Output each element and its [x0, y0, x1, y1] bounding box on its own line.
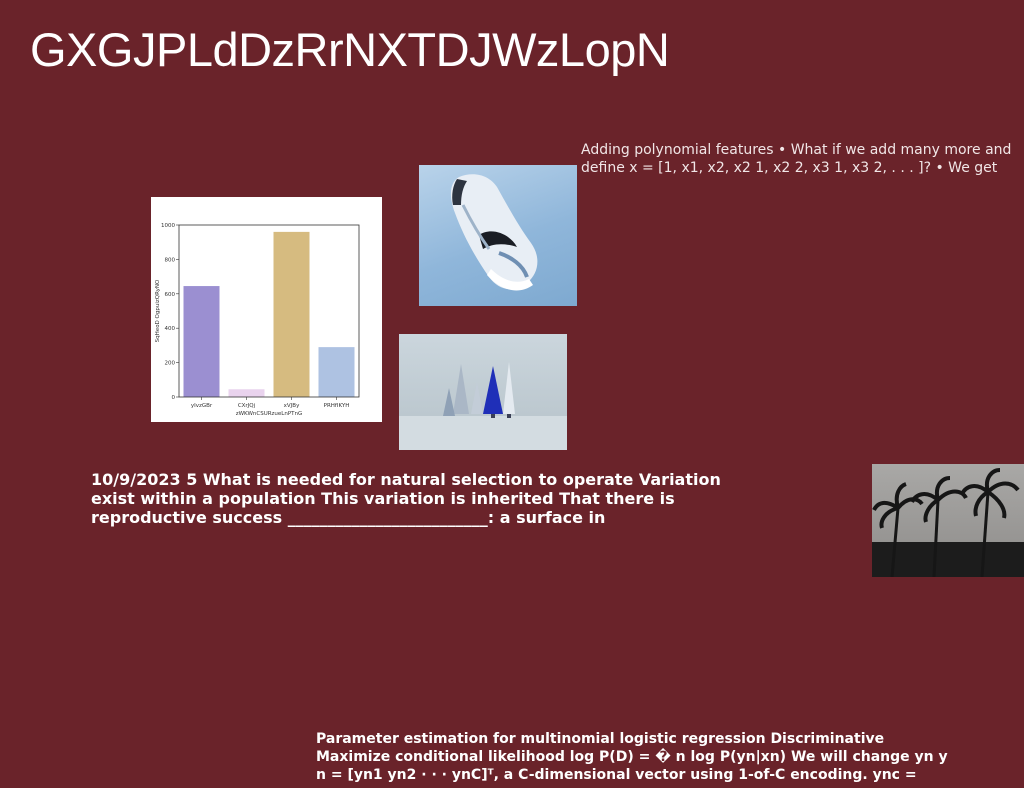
x-tick-label-1: CXrJQj: [238, 403, 256, 409]
palms-illustration: [872, 468, 1024, 577]
plot-frame: [178, 224, 360, 398]
y-tick-label-0: 0: [172, 395, 176, 401]
bar-3: [318, 347, 355, 397]
bar-chart: 0 200 400 600 800 1000 yIvzGBr CXrJQj xVJBy PRHf…: [151, 197, 382, 422]
y-tick-label-3: 600: [165, 292, 176, 298]
y-tick-label-5: 1000: [161, 223, 175, 229]
natural-selection-text: 10/9/2023 5 What is needed for natural s…: [91, 470, 721, 527]
y-tick-label-2: 400: [165, 326, 176, 332]
x-tick-label-3: PRHfIKYH: [324, 403, 350, 409]
sneaker-photo: [419, 165, 577, 306]
y-tick-label-4: 800: [165, 257, 176, 263]
y-tick-label-1: 200: [165, 361, 176, 367]
x-tick-label-2: xVJBy: [284, 403, 300, 409]
bar-1: [228, 389, 265, 397]
palm-trees-photo: [872, 464, 1024, 577]
bar-2: [273, 231, 310, 397]
chart-y-axis-label: SqHeoD OgpuizQRyNO: [155, 279, 161, 342]
trees-illustration: [399, 362, 567, 450]
bar-0: [183, 286, 220, 397]
sneaker-illustration: [450, 174, 538, 291]
polynomial-features-text: Adding polynomial features • What if we …: [581, 142, 1012, 176]
bar-chart-svg: 0 200 400 600 800 1000 yIvzGBr CXrJQj xVJBy PRHf…: [155, 223, 360, 417]
x-tick-label-0: yIvzGBr: [191, 403, 213, 409]
page-title: GXGJPLdDzRrNXTDJWzLopN: [30, 23, 670, 76]
miniature-trees-photo: [399, 334, 567, 450]
parameter-estimation-text: Parameter estimation for multinomial log…: [316, 731, 948, 783]
chart-x-axis-label: zWKWnCSURzueLnPTnG: [236, 411, 303, 417]
